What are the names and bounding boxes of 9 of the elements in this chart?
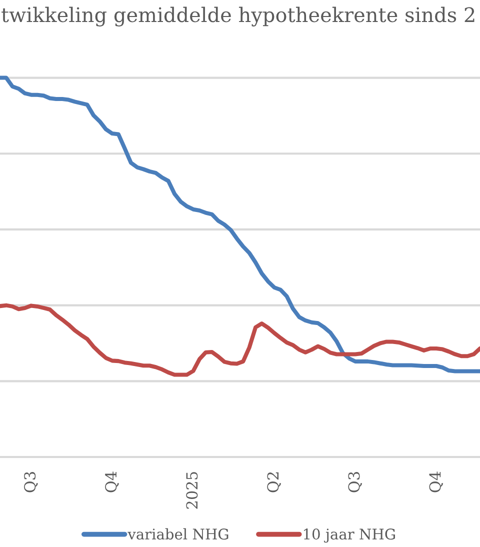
x-tick-label: Q4	[105, 472, 119, 492]
x-tick-label: Q3	[348, 472, 362, 492]
chart-title: twikkeling gemiddelde hypotheekrente sinds 2	[2, 6, 474, 26]
x-tick-label: Q2	[267, 472, 281, 492]
x-tick-label: Q4	[429, 472, 444, 492]
legend-label: 10 jaar NHG	[304, 528, 395, 543]
x-tick-label: 2025	[186, 472, 198, 509]
x-tick-label: Q3	[24, 472, 38, 492]
legend-label: variabel NHG	[128, 528, 228, 540]
